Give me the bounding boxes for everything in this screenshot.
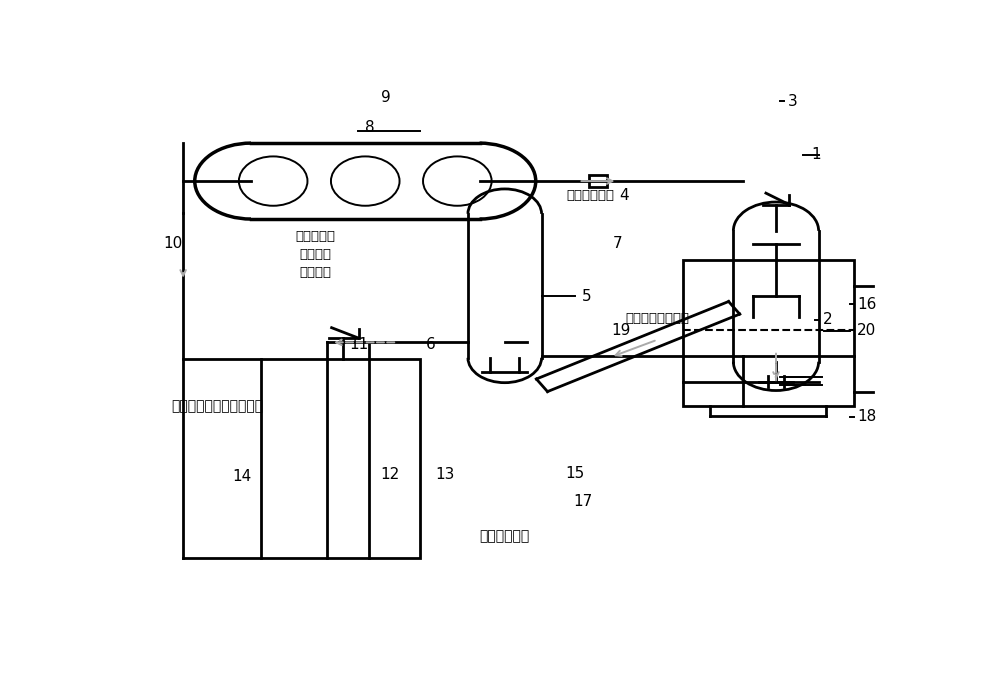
Text: 2: 2	[822, 312, 832, 327]
Text: 甲醇溶液流向: 甲醇溶液流向	[480, 529, 530, 543]
Text: 13: 13	[435, 466, 454, 482]
Text: 7: 7	[613, 237, 623, 252]
Text: 18: 18	[857, 409, 877, 424]
Text: 6: 6	[426, 337, 435, 352]
Text: 二氧化碳和
二氧化氮
气体流向: 二氧化碳和 二氧化氮 气体流向	[295, 230, 335, 279]
Bar	[589, 175, 607, 188]
Text: 固态废气输送: 固态废气输送	[566, 189, 614, 202]
Text: 12: 12	[381, 466, 400, 482]
Text: 9: 9	[381, 90, 390, 105]
Text: 1: 1	[811, 148, 820, 163]
Text: 11: 11	[350, 337, 369, 352]
Text: 二氧化碳和硝酸溶液流向: 二氧化碳和硝酸溶液流向	[172, 399, 264, 413]
Text: 19: 19	[612, 323, 631, 339]
Text: 17: 17	[573, 494, 592, 509]
Text: 4: 4	[619, 188, 629, 203]
Text: 20: 20	[857, 323, 877, 339]
Bar	[261, 359, 420, 558]
Bar	[683, 260, 854, 406]
Text: 二氧化碳气体循环: 二氧化碳气体循环	[625, 311, 689, 325]
Text: 14: 14	[232, 469, 251, 484]
Text: 10: 10	[164, 237, 183, 252]
Text: 8: 8	[365, 120, 375, 135]
Text: 3: 3	[788, 94, 797, 109]
Text: 5: 5	[582, 289, 592, 304]
Text: 15: 15	[565, 466, 584, 481]
Text: 16: 16	[857, 296, 877, 311]
